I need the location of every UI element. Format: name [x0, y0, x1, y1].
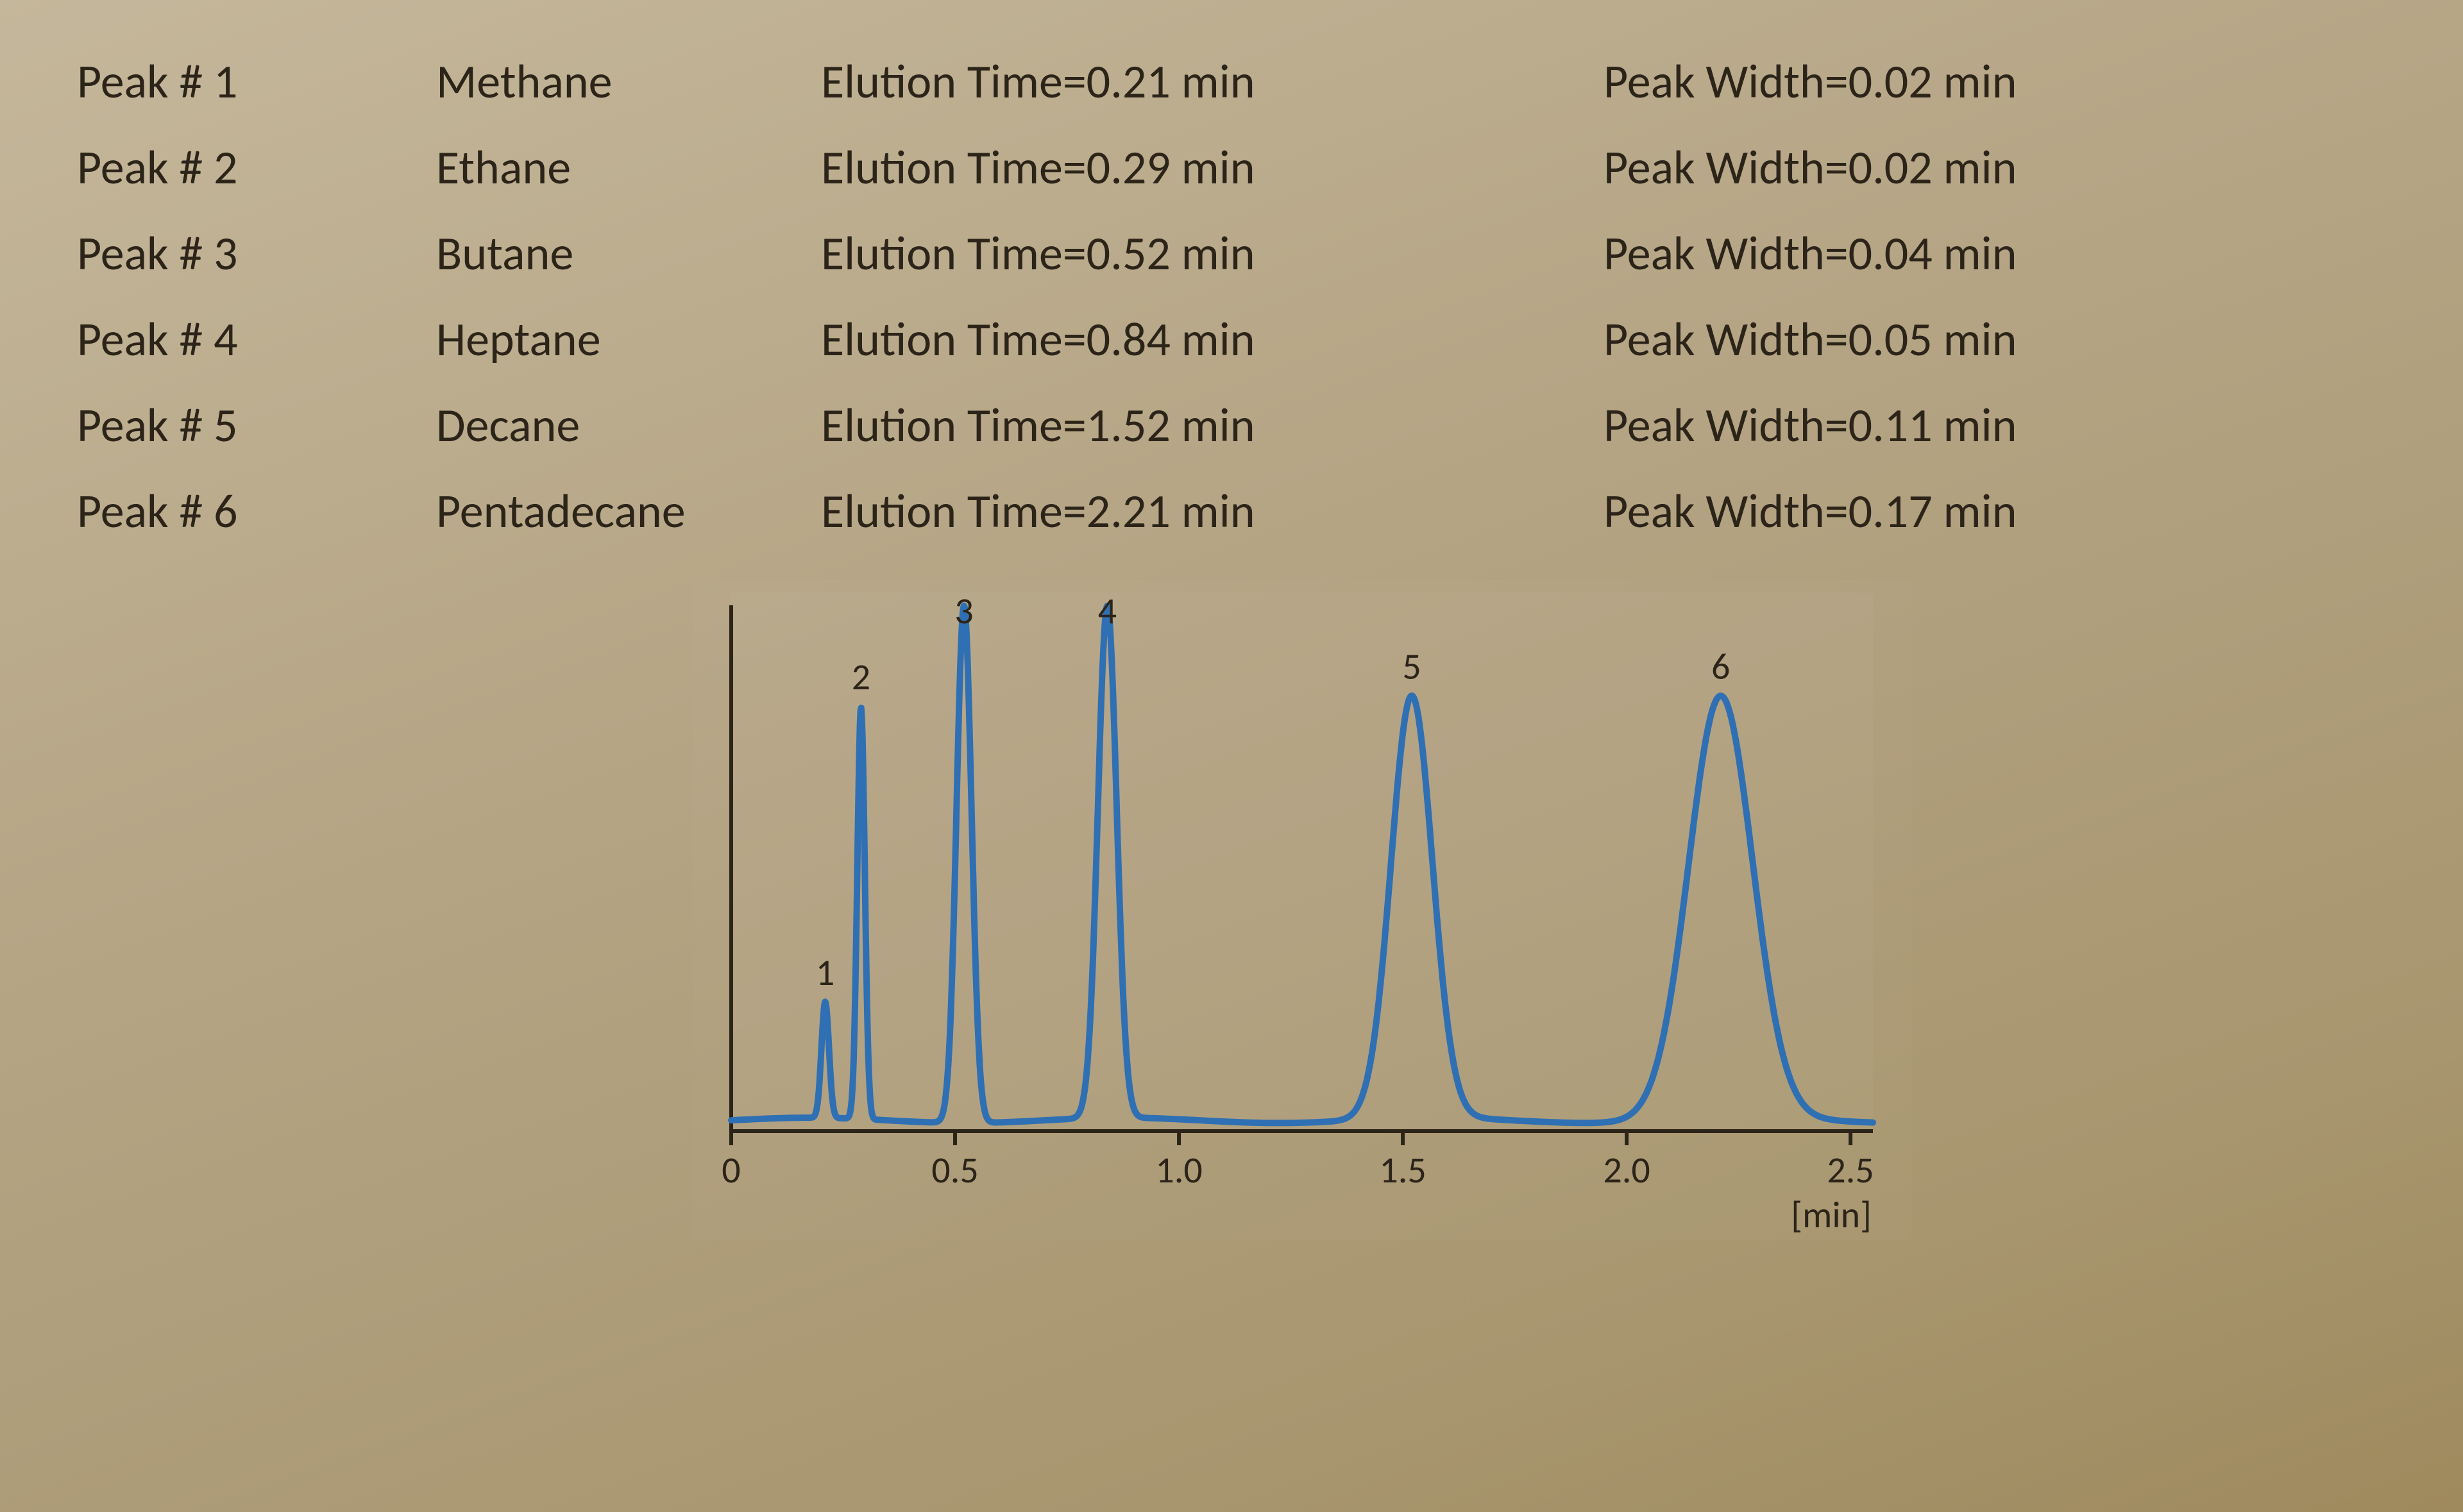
- peak-width: Peak Width=0.04 min: [1604, 210, 2043, 296]
- peak-elution: Elution Time=1.52 min: [821, 382, 1604, 468]
- table-row: Peak # 1MethaneElution Time=0.21 minPeak…: [77, 38, 2043, 124]
- peak-elution: Elution Time=0.52 min: [821, 210, 1604, 296]
- peak-number-label: 4: [1098, 588, 1117, 634]
- peak-compound: Pentadecane: [436, 468, 821, 554]
- x-tick-label: 2.5: [1827, 1147, 1874, 1193]
- peak-number-label: 2: [852, 654, 870, 700]
- peak-width: Peak Width=0.17 min: [1604, 468, 2043, 554]
- peak-compound: Ethane: [436, 124, 821, 210]
- peak-id: Peak # 2: [77, 124, 436, 210]
- peak-id: Peak # 3: [77, 210, 436, 296]
- peak-id: Peak # 4: [77, 296, 436, 382]
- peak-id: Peak # 6: [77, 468, 436, 554]
- peak-number-label: 5: [1402, 644, 1421, 689]
- chromatogram-chart: 0 0.5 1.0 1.5 2.0 2.5[min] 1 2 3 4 5 6: [693, 580, 1911, 1240]
- peak-elution: Elution Time=2.21 min: [821, 468, 1604, 554]
- peak-width: Peak Width=0.11 min: [1604, 382, 2043, 468]
- peak-width: Peak Width=0.05 min: [1604, 296, 2043, 382]
- peak-elution: Elution Time=0.84 min: [821, 296, 1604, 382]
- table-row: Peak # 2EthaneElution Time=0.29 minPeak …: [77, 124, 2043, 210]
- peak-id: Peak # 1: [77, 38, 436, 124]
- peak-elution: Elution Time=0.29 min: [821, 124, 1604, 210]
- peak-compound: Heptane: [436, 296, 821, 382]
- table-row: Peak # 3ButaneElution Time=0.52 minPeak …: [77, 210, 2043, 296]
- plot-area: [731, 592, 1873, 1131]
- x-axis-unit: [min]: [1791, 1192, 1872, 1238]
- peak-id: Peak # 5: [77, 382, 436, 468]
- x-tick-label: 1.5: [1379, 1147, 1426, 1193]
- x-tick-label: 0.5: [931, 1147, 978, 1193]
- table-row: Peak # 6PentadecaneElution Time=2.21 min…: [77, 468, 2043, 554]
- peak-number-label: 1: [816, 950, 834, 995]
- page: Peak # 1MethaneElution Time=0.21 minPeak…: [0, 0, 2463, 1266]
- table-row: Peak # 4HeptaneElution Time=0.84 minPeak…: [77, 296, 2043, 382]
- peak-elution: Elution Time=0.21 min: [821, 38, 1604, 124]
- table-row: Peak # 5DecaneElution Time=1.52 minPeak …: [77, 382, 2043, 468]
- peak-compound: Decane: [436, 382, 821, 468]
- x-tick-label: 0: [722, 1147, 740, 1193]
- peaks-table: Peak # 1MethaneElution Time=0.21 minPeak…: [77, 38, 2043, 554]
- x-tick-label: 2.0: [1603, 1147, 1650, 1193]
- x-tick-label: 1.0: [1155, 1147, 1202, 1193]
- peak-compound: Butane: [436, 210, 821, 296]
- peak-width: Peak Width=0.02 min: [1604, 38, 2043, 124]
- peak-number-label: 3: [954, 588, 973, 634]
- peak-width: Peak Width=0.02 min: [1604, 124, 2043, 210]
- peak-compound: Methane: [436, 38, 821, 124]
- peak-number-label: 6: [1711, 644, 1730, 689]
- chromatogram-svg: 0 0.5 1.0 1.5 2.0 2.5[min] 1 2 3 4 5 6: [693, 580, 1911, 1240]
